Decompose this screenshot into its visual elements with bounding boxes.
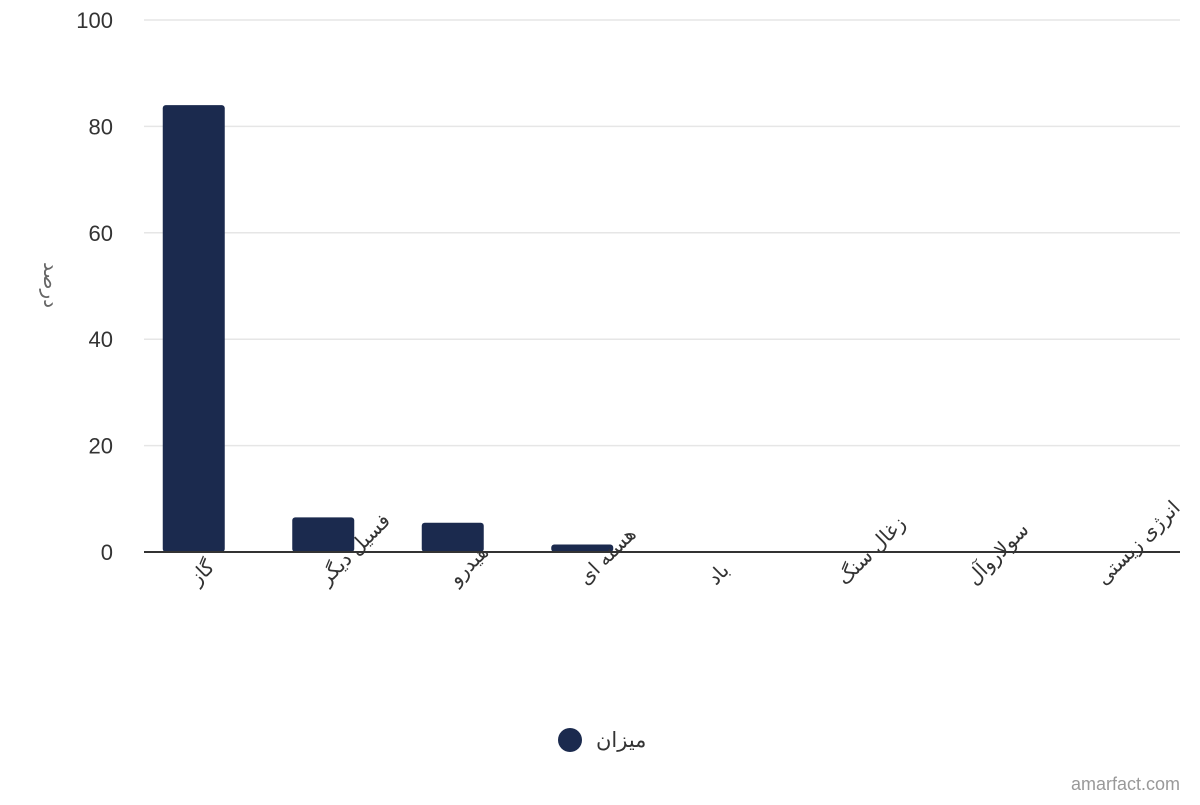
bar[interactable] xyxy=(551,544,614,552)
credit-text[interactable]: amarfact.com xyxy=(1071,774,1180,794)
x-tick-label: انرژی زیستی xyxy=(1092,497,1184,589)
y-axis-ticks: 0 20 40 60 80 100 xyxy=(76,8,113,565)
y-tick-label: 0 xyxy=(101,540,113,565)
y-tick-label: 20 xyxy=(89,434,113,459)
bars xyxy=(162,105,1132,553)
legend[interactable]: میزان xyxy=(558,728,646,752)
x-tick-label: گاز xyxy=(184,555,219,590)
x-tick-label: باد xyxy=(704,559,734,589)
x-tick-label: هسته ای xyxy=(574,523,640,589)
gridlines xyxy=(144,19,1180,447)
x-tick-label: زغال سنگ xyxy=(832,511,910,589)
x-tick-label: سولاروآل xyxy=(961,517,1034,590)
legend-marker xyxy=(558,728,582,752)
y-tick-label: 100 xyxy=(76,8,113,33)
y-tick-label: 40 xyxy=(89,327,113,352)
bar[interactable] xyxy=(292,517,355,552)
legend-label: میزان xyxy=(596,729,646,752)
y-tick-label: 60 xyxy=(89,221,113,246)
bar[interactable] xyxy=(162,105,225,553)
y-axis-title: درصد xyxy=(39,262,61,308)
bar[interactable] xyxy=(421,522,484,552)
y-tick-label: 80 xyxy=(89,114,113,139)
